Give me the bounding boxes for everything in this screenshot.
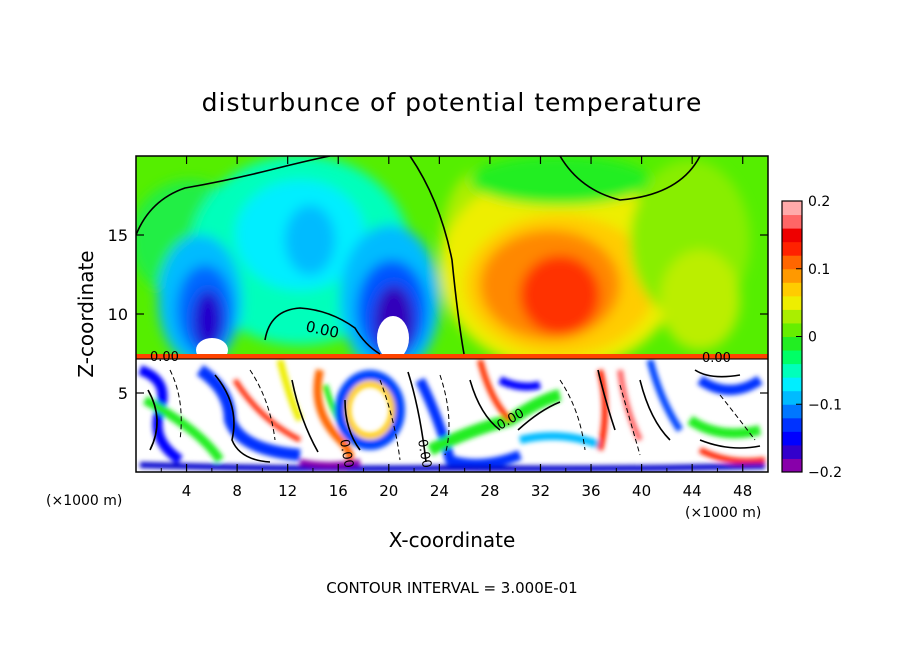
- colorbar-swatch: [782, 336, 802, 351]
- colorbar-swatch: [782, 444, 802, 459]
- y-tick-label: 10: [108, 305, 128, 324]
- colorbar-swatch: [782, 255, 802, 270]
- colorbar-tick-label: 0.1: [808, 262, 830, 278]
- colorbar-swatch: [782, 363, 802, 378]
- contour-interval-note: CONTOUR INTERVAL = 3.000E-01: [326, 579, 577, 597]
- colorbar-swatch: [782, 390, 802, 405]
- y-tick-label: 5: [118, 384, 128, 403]
- colorbar-swatch: [782, 417, 802, 432]
- y-axis-ticks: 5 10 15: [108, 226, 768, 403]
- x-axis-ticks: 4 8 12 16 20 24 28 32 36 40 44 48: [160, 156, 769, 500]
- contour-label: 0.00: [336, 438, 356, 469]
- colorbar-tick-label: 0: [808, 330, 817, 346]
- colorbar-swatch: [782, 241, 802, 256]
- colorbar-swatch: [782, 458, 802, 473]
- colorbar-swatch: [782, 431, 802, 446]
- chart-title: disturbunce of potential temperature: [202, 88, 703, 117]
- x-tick-label: 24: [430, 482, 449, 500]
- colorbar-swatch: [782, 295, 802, 310]
- colorbar-swatch: [782, 268, 802, 283]
- y-tick-label: 15: [108, 226, 128, 245]
- x-tick-label: 36: [581, 482, 600, 500]
- x-unit-right: (×1000 m): [685, 505, 761, 521]
- colorbar-tick-label: 0.2: [808, 194, 830, 210]
- colorbar-swatch: [782, 214, 802, 229]
- x-tick-label: 20: [379, 482, 398, 500]
- colorbar-swatch: [782, 228, 802, 243]
- x-tick-label: 28: [480, 482, 499, 500]
- contour-label: 0.00: [414, 438, 434, 469]
- x-tick-label: 12: [278, 482, 297, 500]
- colorbar-swatch: [782, 377, 802, 392]
- colorbar-swatch: [782, 350, 802, 365]
- x-tick-label: 48: [733, 482, 752, 500]
- colorbar-swatch: [782, 282, 802, 297]
- y-axis-label: Z-coordinate: [74, 250, 98, 377]
- colorbar-swatch: [782, 201, 802, 216]
- x-tick-label: 32: [531, 482, 550, 500]
- x-axis-label: X-coordinate: [389, 528, 516, 552]
- contour-label: 0.00: [150, 350, 179, 365]
- colorbar-tick-label: −0.2: [808, 465, 842, 481]
- x-unit-left: (×1000 m): [46, 493, 122, 509]
- colorbar: [782, 201, 802, 473]
- colorbar-swatch: [782, 404, 802, 419]
- heatmap-field: [136, 156, 768, 472]
- x-tick-label: 40: [632, 482, 651, 500]
- x-tick-label: 16: [329, 482, 348, 500]
- x-tick-label: 44: [683, 482, 702, 500]
- colorbar-swatch: [782, 322, 802, 337]
- x-tick-label: 8: [232, 482, 242, 500]
- contour-label: 0.00: [702, 351, 731, 366]
- x-tick-label: 4: [182, 482, 192, 500]
- colorbar-tick-label: −0.1: [808, 397, 842, 413]
- colorbar-ticks: 0.2 0.1 0 −0.1 −0.2: [796, 194, 842, 481]
- colorbar-swatch: [782, 309, 802, 324]
